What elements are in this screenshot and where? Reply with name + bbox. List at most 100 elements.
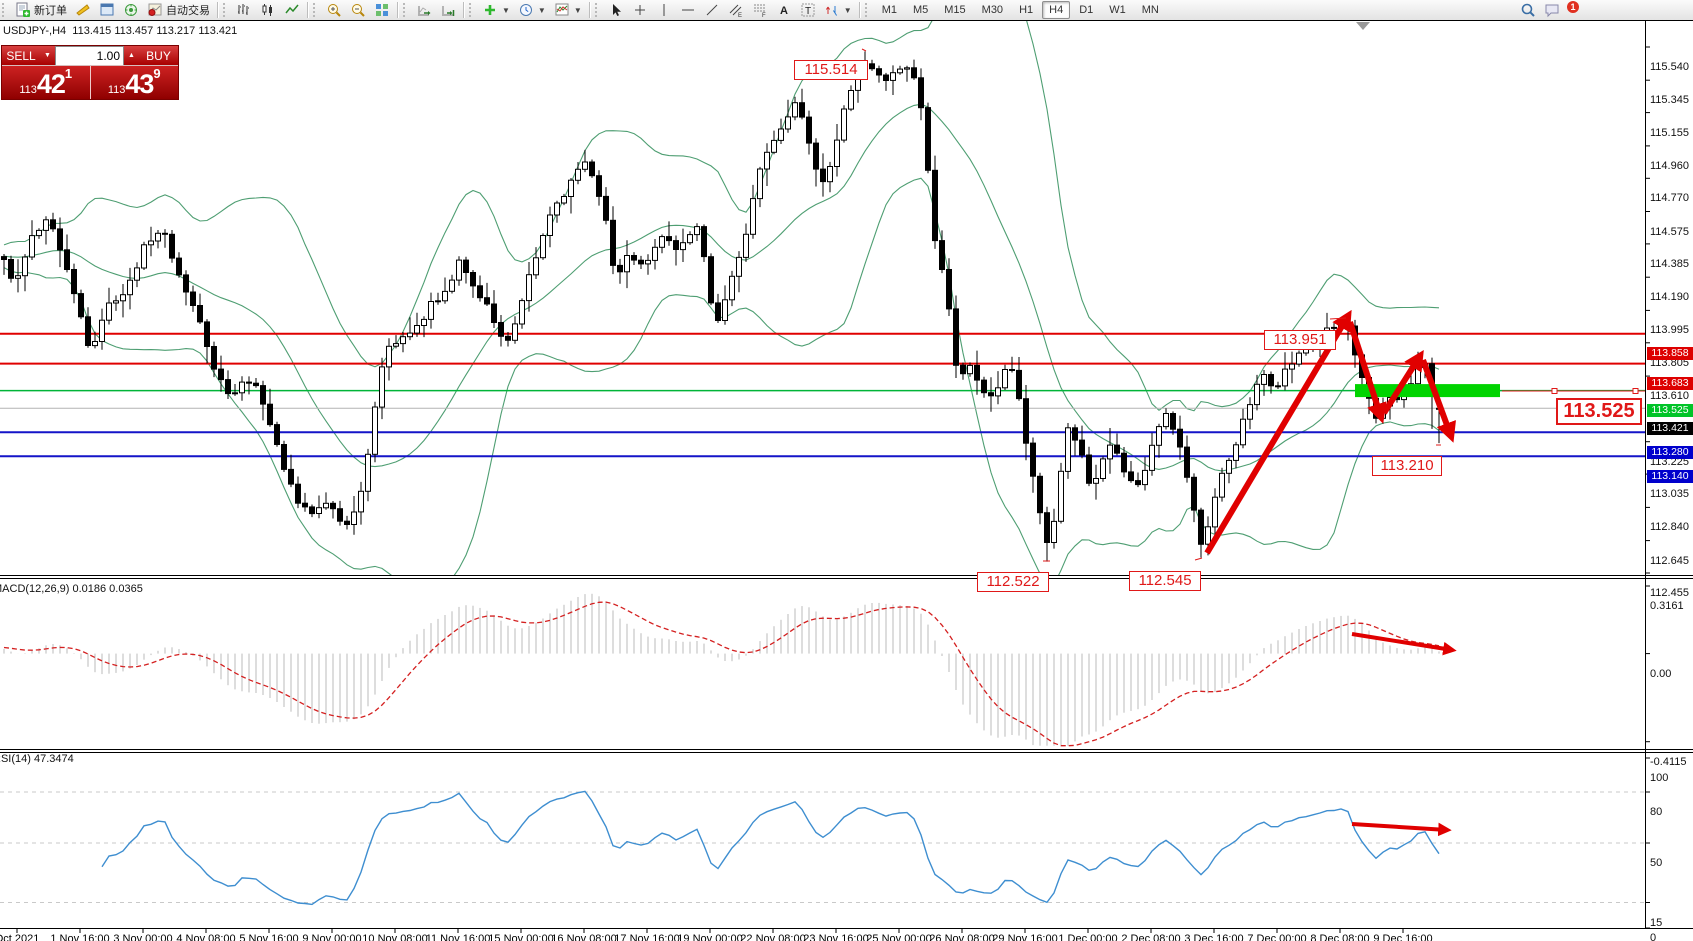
templates-button[interactable]: ▼: [550, 0, 586, 20]
channel-icon: E: [729, 4, 742, 18]
sell-price-button[interactable]: 113 42 1: [2, 66, 91, 99]
rsi-tick-label: 50: [1650, 857, 1663, 869]
price-callout-high-113951[interactable]: 113.951: [1264, 330, 1336, 350]
tf-w1-button[interactable]: W1: [1109, 4, 1126, 16]
tf-d1-button[interactable]: D1: [1079, 4, 1094, 16]
svg-text:25 Nov 00:00: 25 Nov 00:00: [866, 933, 931, 941]
tf-m30-button[interactable]: M30: [981, 4, 1004, 16]
volume-input[interactable]: [56, 47, 123, 65]
volume-decrease-button[interactable]: ▼: [40, 46, 55, 65]
chat-icon: [1545, 4, 1559, 18]
cursor-button[interactable]: [604, 0, 628, 20]
rsi-tick-label: 80: [1650, 806, 1663, 818]
fibo-icon: F: [753, 4, 766, 18]
toolbar-separator: [858, 2, 861, 18]
price-callout-low-112545[interactable]: 112.545: [1129, 571, 1201, 591]
indicators-button[interactable]: ▼: [478, 0, 514, 20]
vertical-line-button[interactable]: [652, 0, 676, 20]
chart-shift-marker[interactable]: [1356, 22, 1370, 30]
crosshair-button[interactable]: [628, 0, 652, 20]
svg-text:29 Nov 16:00: 29 Nov 16:00: [992, 933, 1057, 941]
chevron-down-icon[interactable]: ▼: [573, 5, 582, 15]
panel-borders: [0, 20, 1693, 929]
horizontal-line-button[interactable]: [676, 0, 700, 20]
price-chart[interactable]: Oct 2021 1 Nov 16:00 3 Nov 00:00 4 Nov 08:0…: [0, 20, 1693, 941]
navigator-button[interactable]: [119, 0, 143, 20]
vline-icon: [663, 4, 665, 16]
time-axis[interactable]: Oct 2021 1 Nov 16:00 3 Nov 00:00 4 Nov 08:0…: [0, 928, 1433, 941]
price-callout-high-115514[interactable]: 115.514: [794, 60, 868, 80]
new-order-button[interactable]: 新订单: [11, 0, 71, 20]
chevron-down-icon[interactable]: ▼: [537, 5, 546, 15]
tf-m5-button[interactable]: M5: [912, 4, 929, 16]
tf-m15-button[interactable]: M15: [944, 4, 966, 16]
volume-increase-button[interactable]: ▲: [124, 46, 139, 65]
tf-h4-button[interactable]: H4: [1042, 1, 1071, 19]
buy-price-button[interactable]: 113 43 9: [90, 66, 178, 99]
toolbar-separator: [397, 2, 399, 18]
price-tick-label: 113.995: [1650, 324, 1689, 336]
zoom-in-button[interactable]: [322, 0, 346, 20]
price-tick-label: 112.455: [1650, 587, 1689, 599]
tline-icon: [706, 4, 718, 16]
sell-button[interactable]: SELL: [2, 46, 40, 65]
autotrading-button[interactable]: 自动交易: [143, 0, 214, 20]
chart-shift-button[interactable]: [436, 0, 460, 20]
text-button[interactable]: A: [772, 0, 796, 20]
svg-text:A: A: [780, 5, 788, 17]
ind-plus-icon: [485, 5, 495, 15]
tf-h1-button[interactable]: H1: [1019, 4, 1034, 16]
fibonacci-button[interactable]: F: [748, 0, 772, 20]
price-callout-level-113525[interactable]: 113.525: [1556, 398, 1642, 425]
chart-region[interactable]: Oct 2021 1 Nov 16:00 3 Nov 00:00 4 Nov 08:0…: [0, 20, 1693, 941]
symbol-name: USDJPY-,H4: [3, 25, 67, 37]
ohlc-open: 113.415: [72, 25, 112, 37]
toolbar-right: 1: [1516, 0, 1579, 20]
trend-arrows[interactable]: [1204, 309, 1457, 837]
arrows-button[interactable]: ▼: [820, 0, 856, 20]
data-window-button[interactable]: [95, 0, 119, 20]
price-level-badge: 113.421: [1647, 422, 1693, 435]
market-watch-button[interactable]: [71, 0, 95, 20]
toolbar-group-chart-type: [231, 0, 305, 20]
tile-windows-button[interactable]: [370, 0, 394, 20]
zoom-out-icon: [352, 4, 365, 17]
toolbar-group-line-studies: E F A T ▼: [603, 0, 857, 20]
price-tick-label: 114.960: [1650, 160, 1689, 172]
tf-mn-button[interactable]: MN: [1141, 4, 1159, 16]
candlestick-chart-button[interactable]: [256, 0, 280, 20]
clock-icon: [519, 4, 532, 16]
toolbar-group-standard: 新订单 自动交易: [10, 0, 215, 20]
green-zone[interactable]: [1355, 384, 1500, 398]
chevron-down-icon[interactable]: ▼: [843, 5, 852, 15]
rsi-tick-label: 0: [1650, 932, 1657, 941]
svg-text:8 Dec 08:00: 8 Dec 08:00: [1310, 933, 1369, 941]
svg-text:10 Nov 08:00: 10 Nov 08:00: [362, 933, 427, 941]
price-tick-label: 114.385: [1650, 258, 1689, 270]
zoom-out-button[interactable]: [346, 0, 370, 20]
svg-text:4 Nov 08:00: 4 Nov 08:00: [176, 933, 235, 941]
trendline-button[interactable]: [700, 0, 724, 20]
equidistant-channel-button[interactable]: E: [724, 0, 748, 20]
svg-text:Oct 2021: Oct 2021: [0, 933, 39, 941]
search-button[interactable]: [1516, 0, 1540, 20]
price-tick-label: 115.540: [1650, 61, 1689, 73]
text-label-button[interactable]: T: [796, 0, 820, 20]
line-chart-button[interactable]: [280, 0, 304, 20]
price-level-badge: 113.858: [1647, 347, 1693, 360]
toolbar-separator: [588, 2, 591, 18]
price-callout-low-112522[interactable]: 112.522: [977, 572, 1049, 592]
notifications-button[interactable]: 1: [1540, 0, 1579, 20]
tf-m1-button[interactable]: M1: [881, 4, 897, 16]
arrows-icon: [825, 6, 837, 16]
auto-scroll-button[interactable]: [412, 0, 436, 20]
price-tick-label: 113.035: [1650, 488, 1689, 500]
buy-button[interactable]: BUY: [139, 46, 178, 65]
bollinger-bands: [3, 21, 1440, 575]
chevron-down-icon[interactable]: ▼: [502, 5, 510, 15]
price-callout-low-113210[interactable]: 113.210: [1372, 456, 1442, 476]
macd-tick-label: 0.00: [1650, 668, 1672, 680]
sell-price-prefix: 113: [19, 84, 37, 96]
bar-chart-button[interactable]: [232, 0, 256, 20]
periods-button[interactable]: ▼: [514, 0, 550, 20]
